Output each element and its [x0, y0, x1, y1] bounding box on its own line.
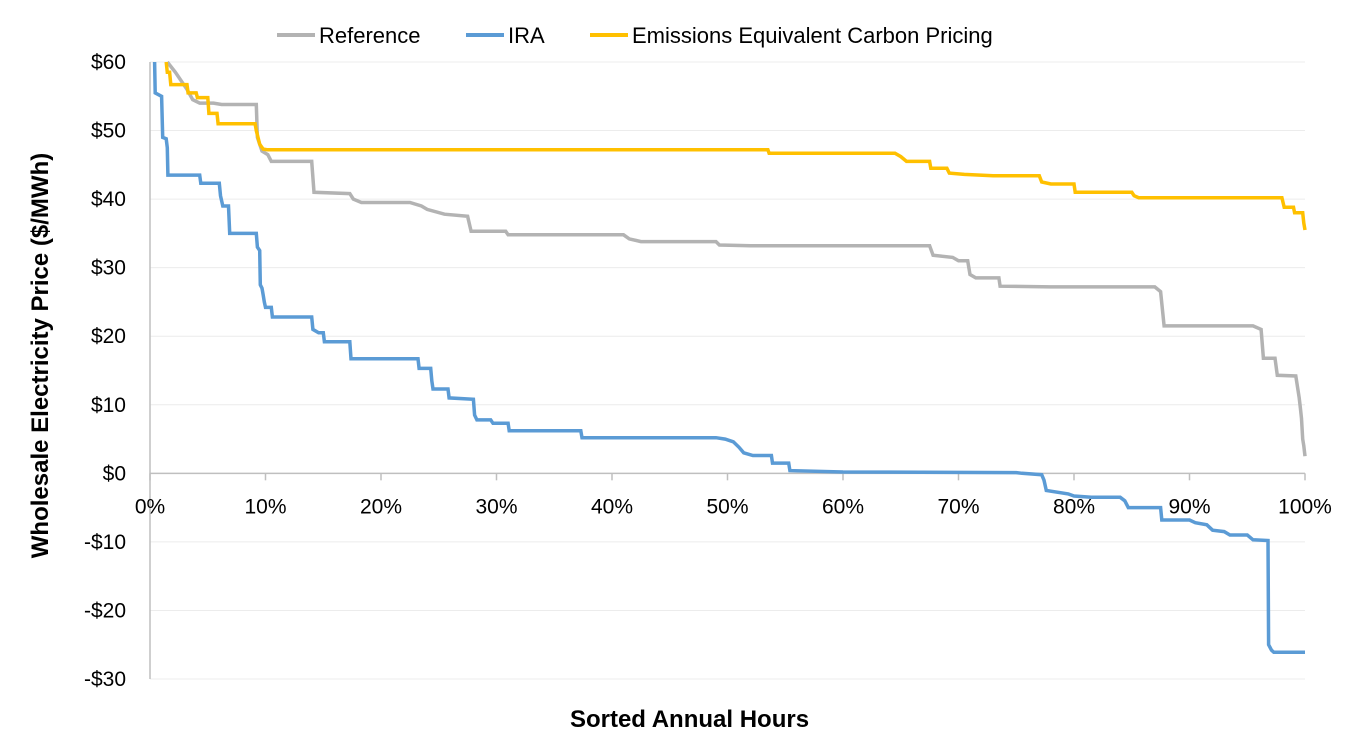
x-tick-label: 90% — [1168, 495, 1210, 518]
axes: $60 $50 $40 $30 $20 $10 $0 -$10 -$20 -$30 0% 10% 20%… — [84, 51, 1332, 691]
x-tick-label: 10% — [244, 495, 286, 518]
x-tick-label: 80% — [1053, 495, 1095, 518]
legend-label-ira: IRA — [508, 23, 545, 48]
x-tick-label: 30% — [475, 495, 517, 518]
series-line-emissions-equivalent-carbon-pricing — [164, 61, 1307, 231]
x-tick-label: 40% — [591, 495, 633, 518]
y-tick-label: -$10 — [84, 531, 126, 554]
legend: Reference IRA Emissions Equivalent Carbon … — [277, 23, 993, 48]
x-tick-label: 60% — [822, 495, 864, 518]
y-tick-label: -$30 — [84, 668, 126, 691]
y-axis-title: Wholesale Electricity Price ($/MWh) — [27, 153, 54, 558]
legend-label-emissions-equivalent-carbon-pricing: Emissions Equivalent Carbon Pricing — [632, 23, 993, 48]
x-tick-label: 0% — [135, 495, 165, 518]
legend-label-reference: Reference — [319, 23, 421, 48]
x-tick-label: 100% — [1278, 495, 1332, 518]
x-tick-label: 70% — [937, 495, 979, 518]
x-tick-label: 50% — [706, 495, 748, 518]
x-tick-label: 20% — [360, 495, 402, 518]
y-tick-label: $50 — [91, 120, 126, 143]
gridlines — [150, 61, 1305, 680]
y-tick-label: $10 — [91, 394, 126, 417]
y-tick-label: $60 — [91, 51, 126, 74]
y-tick-label: $30 — [91, 257, 126, 280]
series-lines — [152, 60, 1307, 655]
y-tick-label: $0 — [103, 462, 126, 485]
series-line-reference — [165, 60, 1307, 457]
x-axis-title: Sorted Annual Hours — [570, 706, 809, 733]
y-tick-label: $20 — [91, 325, 126, 348]
series-line-ira — [152, 61, 1305, 655]
y-tick-label: -$20 — [84, 599, 126, 622]
y-tick-label: $40 — [91, 188, 126, 211]
